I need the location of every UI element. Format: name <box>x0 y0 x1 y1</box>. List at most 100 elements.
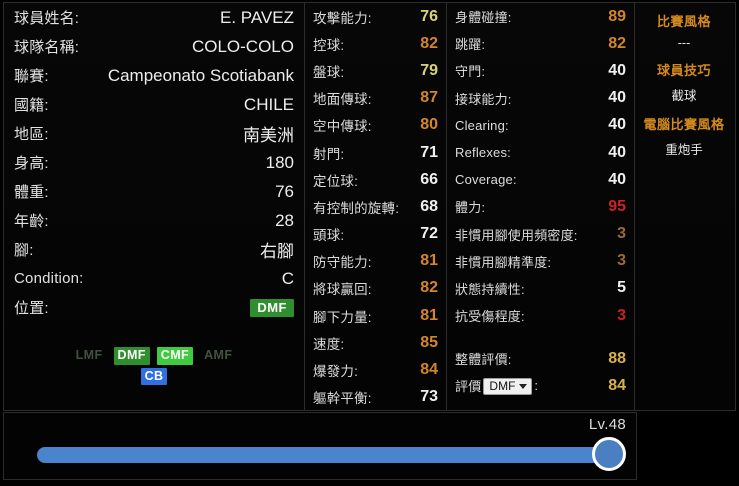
bio-column: 球員姓名: E. PAVEZ 球隊名稱: COLO-COLO 聯賽: Campeonato… <box>4 3 304 410</box>
physical-value: 5 <box>617 279 626 297</box>
level-slider-panel: Lv.48 <box>3 412 637 480</box>
bio-row: Condition: C <box>14 264 294 293</box>
ability-row: 速度: 85 <box>313 329 438 356</box>
physical-value: 40 <box>608 143 626 161</box>
bio-row: 聯賽: Campeonato Scotiabank <box>14 61 294 90</box>
style-block: 球員技巧 截球 <box>639 60 729 104</box>
physical-label: 身體碰撞: <box>455 10 512 26</box>
position-map-row-1: LMF DMF CMF AMF <box>4 347 304 365</box>
bio-row: 地區: 南美洲 <box>14 119 294 148</box>
physical-label: Coverage: <box>455 172 517 188</box>
bio-row-label: 腳: <box>14 242 34 259</box>
position-rating-select[interactable]: DMFCMFCBLMFAMF <box>483 377 533 395</box>
physical-row: Clearing: 40 <box>455 112 626 139</box>
position-rating-left: 評價 DMFCMFCBLMFAMF : <box>455 376 538 395</box>
physical-label: 非慣用腳精準度: <box>455 254 552 270</box>
level-slider-track[interactable] <box>37 447 602 463</box>
bio-row-value: 南美洲 <box>243 126 294 145</box>
bio-row-value: CHILE <box>243 94 294 114</box>
bio-row: 國籍: CHILE <box>14 90 294 119</box>
ability-row: 軀幹平衡: 73 <box>313 384 438 411</box>
physical-rows: 身體碰撞: 89 跳躍: 82 守門: 40 接球能力: 40 Clearing: 40 Refle… <box>455 3 626 329</box>
styles-column: 比賽風格 --- 球員技巧 截球 電腦比賽風格 重炮手 <box>634 3 733 410</box>
bio-row: 球隊名稱: COLO-COLO <box>14 32 294 61</box>
ability-label: 防守能力: <box>313 255 372 271</box>
ability-row: 防守能力: 81 <box>313 248 438 275</box>
bio-row-label: 體重: <box>14 184 49 201</box>
level-slider-fill <box>37 447 602 463</box>
physical-label: 體力: <box>455 200 486 216</box>
style-blocks: 比賽風格 --- 球員技巧 截球 電腦比賽風格 重炮手 <box>639 11 729 158</box>
bio-row-label: 年齡: <box>14 213 49 230</box>
position-badge: DMF <box>250 298 294 317</box>
physical-value: 3 <box>617 306 626 324</box>
bio-row-label: 地區: <box>14 126 49 143</box>
physical-value: 40 <box>608 61 626 79</box>
bio-row-value: E. PAVEZ <box>219 7 294 27</box>
physical-value: 40 <box>608 116 626 134</box>
ability-value: 87 <box>420 89 438 107</box>
ability-value: 81 <box>420 306 438 324</box>
ability-row: 攻擊能力: 76 <box>313 3 438 30</box>
physical-value: 82 <box>608 34 626 52</box>
physical-value: 3 <box>617 225 626 243</box>
style-block-heading: 球員技巧 <box>656 63 711 78</box>
physical-label: Clearing: <box>455 117 509 133</box>
ability-value: 84 <box>420 361 438 379</box>
physical-value: 3 <box>617 252 626 270</box>
ability-label: 空中傳球: <box>313 119 372 135</box>
overall-rating-value: 88 <box>608 349 626 367</box>
ability-label: 地面傳球: <box>313 92 372 108</box>
position-map-cell-cmf: CMF <box>156 347 194 365</box>
bio-row-value: Campeonato Scotiabank <box>107 65 294 85</box>
position-map-cell-amf: AMF <box>204 348 233 362</box>
ability-rows: 攻擊能力: 76 控球: 82 盤球: 79 地面傳球: 87 空中傳球: 80 射門: 71 定位球:… <box>313 3 438 411</box>
style-block-heading: 比賽風格 <box>656 14 711 29</box>
bio-row-label: 身高: <box>14 155 49 172</box>
bio-row-label: 球員姓名: <box>14 10 80 27</box>
physical-row: 身體碰撞: 89 <box>455 3 626 30</box>
position-rating-label: 評價 <box>455 379 482 395</box>
ability-row: 有控制的旋轉: 68 <box>313 193 438 220</box>
ability-row: 射門: 71 <box>313 139 438 166</box>
ability-label: 腳下力量: <box>313 309 372 325</box>
style-block-value: --- <box>677 36 691 50</box>
position-map: LMF DMF CMF AMF CB <box>4 347 304 388</box>
ability-value: 82 <box>420 34 438 52</box>
position-rating-select-wrap[interactable]: DMFCMFCBLMFAMF <box>483 377 533 395</box>
ability-label: 射門: <box>313 146 345 162</box>
physical-row: 守門: 40 <box>455 57 626 84</box>
bio-row-label: 國籍: <box>14 97 49 114</box>
bio-row-label: 聯賽: <box>14 68 49 85</box>
ability-value: 81 <box>420 252 438 270</box>
level-label: Lv.48 <box>588 416 626 433</box>
physical-label: Reflexes: <box>455 145 511 161</box>
physical-value: 89 <box>608 7 626 25</box>
ability-value: 80 <box>420 116 438 134</box>
physical-row: 非慣用腳精準度: 3 <box>455 248 626 275</box>
style-block: 比賽風格 --- <box>639 11 729 50</box>
physical-value: 40 <box>608 170 626 188</box>
bio-row-value: 28 <box>275 210 294 230</box>
ability-label: 有控制的旋轉: <box>313 200 400 216</box>
position-map-cell-cb: CB <box>140 367 168 385</box>
style-block-value: 重炮手 <box>665 143 703 157</box>
physical-spacer <box>455 329 626 345</box>
ability-value: 68 <box>420 197 438 215</box>
ability-row: 頭球: 72 <box>313 221 438 248</box>
physical-label: 非慣用腳使用頻密度: <box>455 227 578 243</box>
position-rating-value: 84 <box>608 376 626 394</box>
ability-value: 76 <box>420 7 438 25</box>
level-slider-knob[interactable] <box>592 437 626 471</box>
physical-row: Coverage: 40 <box>455 166 626 193</box>
bio-row: 身高: 180 <box>14 148 294 177</box>
bio-row: 體重: 76 <box>14 177 294 206</box>
physical-row: 跳躍: 82 <box>455 30 626 57</box>
ability-label: 將球贏回: <box>313 282 372 298</box>
position-map-cell-dmf: DMF <box>113 347 150 365</box>
physical-label: 跳躍: <box>455 37 486 53</box>
ability-value: 71 <box>420 143 438 161</box>
ability-label: 軀幹平衡: <box>313 391 372 407</box>
ability-row: 空中傳球: 80 <box>313 112 438 139</box>
